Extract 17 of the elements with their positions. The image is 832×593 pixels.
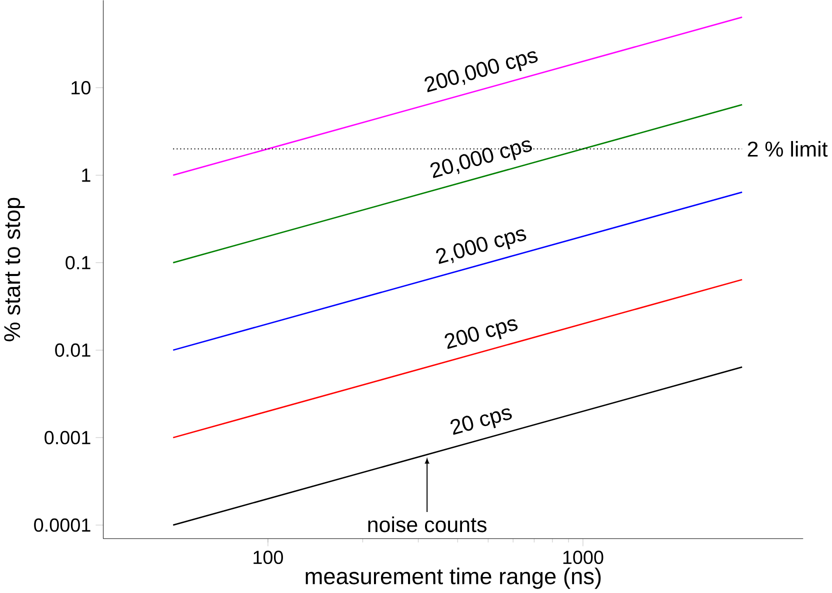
y-axis-title: % start to stop [4, 198, 25, 342]
y-tick-label: 0.01 [55, 343, 90, 357]
text: 200,000 cps [424, 51, 538, 92]
text: 200 cps [444, 319, 518, 350]
x-axis-title: measurement time range (ns) [306, 568, 601, 589]
y-tick-label: 0.0001 [34, 518, 90, 532]
annotation: noise counts [368, 516, 486, 532]
x-tick-label: 1000 [563, 550, 604, 564]
text: 2,000 cps [436, 229, 526, 264]
y-tick-label: 0.1 [66, 256, 90, 270]
text: 20 cps [450, 408, 512, 435]
y-tick-label: 0.001 [44, 430, 90, 444]
ref-line-label: 2 % limit [748, 141, 828, 157]
text: 20,000 cps [430, 140, 532, 178]
x-tick-label: 100 [254, 550, 283, 564]
y-tick-label: 10 [72, 81, 90, 94]
y-tick-label: 1 [82, 168, 90, 182]
